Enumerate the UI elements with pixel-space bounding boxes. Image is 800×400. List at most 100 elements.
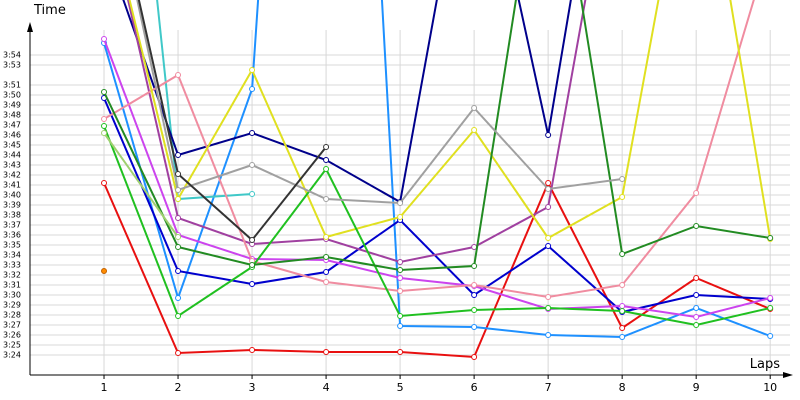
series-line bbox=[103, 38, 771, 319]
x-tick-label: 10 bbox=[763, 381, 777, 394]
series-line bbox=[103, 97, 771, 314]
data-point bbox=[323, 157, 330, 163]
y-tick-label: 3:45 bbox=[3, 141, 21, 150]
data-point bbox=[175, 350, 182, 356]
data-point bbox=[101, 116, 108, 122]
y-tick-label: 3:32 bbox=[3, 271, 21, 280]
y-tick-label: 3:50 bbox=[3, 91, 21, 100]
data-point bbox=[101, 123, 108, 129]
y-tick-label: 3:42 bbox=[3, 171, 21, 180]
x-tick-label: 8 bbox=[619, 381, 626, 394]
data-point bbox=[767, 333, 774, 339]
data-point bbox=[471, 263, 478, 269]
y-tick-label: 3:33 bbox=[3, 261, 21, 270]
data-point bbox=[767, 235, 774, 241]
data-point bbox=[323, 254, 330, 260]
data-point bbox=[175, 152, 182, 158]
y-tick-label: 3:35 bbox=[3, 241, 21, 250]
x-tick-label: 1 bbox=[101, 381, 108, 394]
x-tick-label: 6 bbox=[471, 381, 478, 394]
series-line bbox=[137, 0, 327, 242]
x-axis-label: Laps bbox=[750, 357, 780, 372]
data-point bbox=[545, 243, 552, 249]
data-point bbox=[323, 269, 330, 275]
data-point bbox=[249, 191, 256, 197]
data-point bbox=[323, 349, 330, 355]
y-tick-label: 3:27 bbox=[3, 321, 21, 330]
data-point bbox=[693, 292, 700, 298]
data-point bbox=[175, 234, 182, 240]
data-point bbox=[471, 354, 478, 360]
y-tick-label: 3:38 bbox=[3, 211, 21, 220]
data-point bbox=[545, 180, 552, 186]
data-point bbox=[619, 194, 626, 200]
y-tick-label: 3:51 bbox=[3, 81, 21, 90]
series-line bbox=[103, 180, 771, 359]
data-point bbox=[249, 281, 256, 287]
y-tick-label: 3:36 bbox=[3, 231, 21, 240]
lines bbox=[101, 0, 774, 360]
x-tick-label: 5 bbox=[397, 381, 404, 394]
data-point bbox=[249, 237, 256, 243]
data-point bbox=[471, 127, 478, 133]
x-tick-label: 2 bbox=[175, 381, 182, 394]
data-point bbox=[175, 268, 182, 274]
y-tick-label: 3:30 bbox=[3, 291, 21, 300]
y-tick-label: 3:26 bbox=[3, 331, 21, 340]
data-point bbox=[175, 295, 182, 301]
data-point bbox=[175, 187, 182, 193]
y-tick-label: 3:40 bbox=[3, 191, 21, 200]
data-point bbox=[471, 105, 478, 111]
data-point bbox=[471, 307, 478, 313]
data-point bbox=[397, 288, 404, 294]
y-tick-label: 3:25 bbox=[3, 341, 21, 350]
data-point bbox=[693, 314, 700, 320]
x-arrow bbox=[783, 372, 793, 378]
data-point bbox=[175, 244, 182, 250]
data-point bbox=[619, 176, 626, 182]
x-tick-label: 7 bbox=[545, 381, 552, 394]
data-point bbox=[397, 313, 404, 319]
y-tick-label: 3:48 bbox=[3, 111, 21, 120]
data-point bbox=[471, 292, 478, 298]
x-tick-label: 3 bbox=[249, 381, 256, 394]
data-point bbox=[249, 67, 256, 73]
data-point bbox=[397, 259, 404, 265]
y-tick-label: 3:29 bbox=[3, 301, 21, 310]
y-arrow bbox=[27, 22, 33, 32]
data-point bbox=[619, 334, 626, 340]
series-line bbox=[103, 0, 771, 272]
y-tick-label: 3:53 bbox=[3, 61, 21, 70]
data-point bbox=[249, 86, 256, 92]
data-point bbox=[397, 349, 404, 355]
y-tick-label: 3:43 bbox=[3, 161, 21, 170]
data-point bbox=[397, 214, 404, 220]
data-point bbox=[397, 275, 404, 281]
series-line bbox=[127, 0, 587, 264]
series-line bbox=[103, 0, 771, 339]
data-point bbox=[397, 200, 404, 206]
data-point bbox=[545, 235, 552, 241]
data-point bbox=[471, 324, 478, 330]
data-point bbox=[397, 267, 404, 273]
y-tick-label: 3:34 bbox=[3, 251, 21, 260]
data-point bbox=[693, 190, 700, 196]
series-line bbox=[128, 0, 772, 240]
data-point bbox=[545, 132, 552, 138]
y-tick-label: 3:47 bbox=[3, 121, 21, 130]
data-point bbox=[767, 305, 774, 311]
series-line bbox=[136, 0, 623, 205]
y-tick-label: 3:24 bbox=[3, 351, 21, 360]
data-point bbox=[471, 282, 478, 288]
data-point bbox=[249, 162, 256, 168]
y-tick-label: 3:44 bbox=[3, 151, 21, 160]
data-point bbox=[175, 313, 182, 319]
y-axis-label: Time bbox=[33, 3, 66, 18]
data-point bbox=[619, 308, 626, 314]
grid bbox=[30, 30, 790, 375]
series-line bbox=[103, 132, 179, 238]
y-tick-label: 3:28 bbox=[3, 311, 21, 320]
data-point bbox=[101, 89, 108, 95]
data-point bbox=[175, 171, 182, 177]
